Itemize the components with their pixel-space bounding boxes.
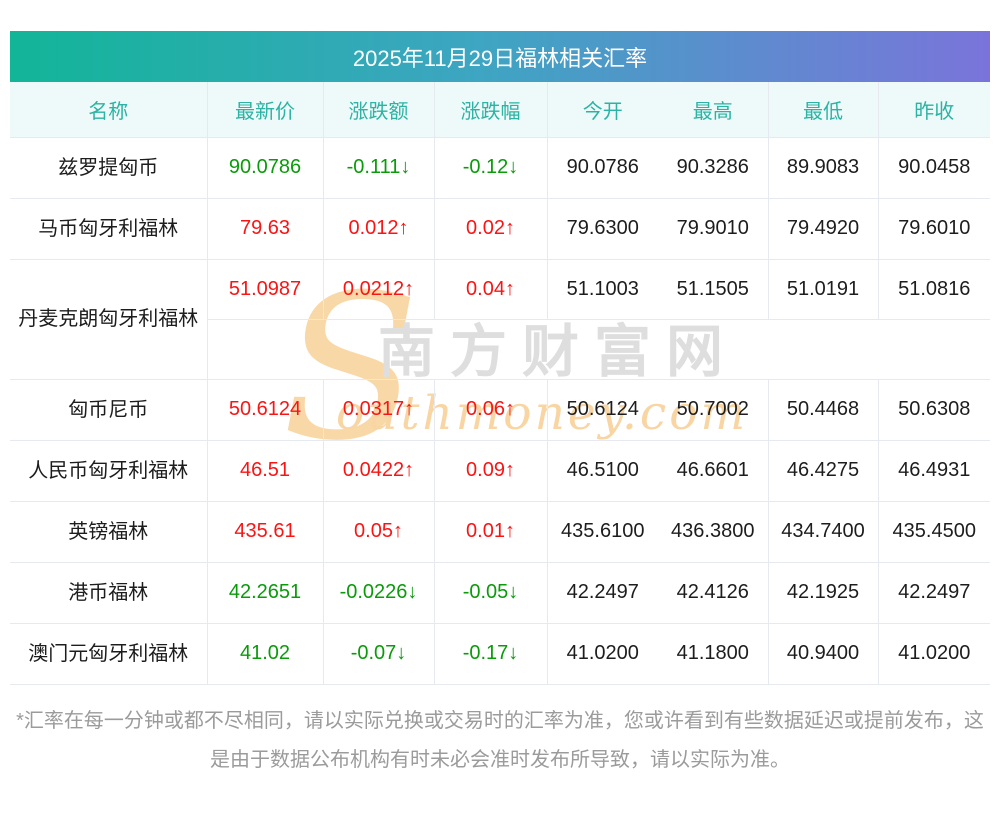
- high-cell: 51.1505: [658, 259, 769, 320]
- prev-cell: 90.0458: [878, 137, 990, 199]
- column-header-latest: 最新价: [207, 82, 324, 138]
- change-cell: 0.0212↑: [323, 259, 435, 320]
- column-header-change: 涨跌额: [323, 82, 435, 138]
- latest-cell: 46.51: [207, 440, 324, 502]
- table-header-row: 名称 最新价 涨跌额 涨跌幅 今开 最高 最低 昨收: [10, 82, 990, 138]
- name-cell: 兹罗提匈币: [10, 137, 208, 199]
- high-cell: 50.7002: [658, 379, 769, 441]
- table-row: 人民币匈牙利福林 46.51 0.0422↑ 0.09↑ 46.5100 46.6601 4…: [10, 440, 990, 502]
- table-row: 兹罗提匈币 90.0786 -0.111↓ -0.12↓ 90.0786 90.3286 8…: [10, 137, 990, 199]
- disclaimer-text: *汇率在每一分钟或都不尽相同，请以实际兑换或交易时的汇率为准，您或许看到有些数据…: [16, 709, 984, 771]
- name-cell: 丹麦克朗匈牙利福林: [10, 259, 208, 380]
- column-header-high: 最高: [658, 82, 769, 138]
- column-header-name: 名称: [10, 82, 208, 138]
- table-row: 匈币尼币 50.6124 0.0317↑ 0.06↑ 50.6124 50.7002 50.…: [10, 379, 990, 441]
- prev-cell: 42.2497: [878, 562, 990, 624]
- name-cell: 澳门元匈牙利福林: [10, 623, 208, 685]
- prev-cell: 435.4500: [878, 501, 990, 563]
- rates-table: 名称 最新价 涨跌额 涨跌幅 今开 最高 最低 昨收 兹罗提匈币 90.0786 -0.111↓ -…: [10, 82, 990, 685]
- change-cell: -0.0226↓: [323, 562, 435, 624]
- change-cell: 0.012↑: [323, 198, 435, 260]
- table-row: 马币匈牙利福林 79.63 0.012↑ 0.02↑ 79.6300 79.9010 79.…: [10, 198, 990, 260]
- pct-cell: -0.17↓: [434, 623, 548, 685]
- latest-cell: 435.61: [207, 501, 324, 563]
- low-cell: 42.1925: [768, 562, 879, 624]
- spacer-row: [10, 319, 990, 380]
- name-cell: 人民币匈牙利福林: [10, 440, 208, 502]
- latest-cell: 51.0987: [207, 259, 324, 320]
- table-row: 丹麦克朗匈牙利福林 51.0987 0.0212↑ 0.04↑ 51.1003 51.15…: [10, 259, 990, 380]
- pct-cell: 0.01↑: [434, 501, 548, 563]
- open-cell: 90.0786: [547, 137, 658, 199]
- low-cell: 50.4468: [768, 379, 879, 441]
- low-cell: 79.4920: [768, 198, 879, 260]
- table-row: 英镑福林 435.61 0.05↑ 0.01↑ 435.6100 436.3800 434.…: [10, 501, 990, 563]
- prev-cell: 50.6308: [878, 379, 990, 441]
- exchange-rate-table: 2025年11月29日福林相关汇率 S 南方财富网 outhmoney.com …: [10, 31, 990, 685]
- open-cell: 435.6100: [547, 501, 658, 563]
- table-row: 港币福林 42.2651 -0.0226↓ -0.05↓ 42.2497 42.4126 4…: [10, 562, 990, 624]
- page: 2025年11月29日福林相关汇率 S 南方财富网 outhmoney.com …: [0, 31, 1000, 780]
- high-cell: 79.9010: [658, 198, 769, 260]
- open-cell: 51.1003: [547, 259, 658, 320]
- low-cell: 434.7400: [768, 501, 879, 563]
- name-cell: 英镑福林: [10, 501, 208, 563]
- low-cell: 51.0191: [768, 259, 879, 320]
- page-title: 2025年11月29日福林相关汇率: [352, 45, 648, 71]
- prev-cell: 79.6010: [878, 198, 990, 260]
- column-header-low: 最低: [768, 82, 879, 138]
- prev-cell: 51.0816: [878, 259, 990, 320]
- open-cell: 42.2497: [547, 562, 658, 624]
- change-cell: -0.111↓: [323, 137, 435, 199]
- low-cell: 40.9400: [768, 623, 879, 685]
- name-cell: 港币福林: [10, 562, 208, 624]
- latest-cell: 90.0786: [207, 137, 324, 199]
- name-cell: 马币匈牙利福林: [10, 198, 208, 260]
- pct-cell: -0.12↓: [434, 137, 548, 199]
- latest-cell: 41.02: [207, 623, 324, 685]
- open-cell: 50.6124: [547, 379, 658, 441]
- pct-cell: 0.06↑: [434, 379, 548, 441]
- change-cell: 0.0317↑: [323, 379, 435, 441]
- latest-cell: 42.2651: [207, 562, 324, 624]
- spacer-cell: [207, 319, 990, 380]
- latest-cell: 79.63: [207, 198, 324, 260]
- high-cell: 436.3800: [658, 501, 769, 563]
- prev-cell: 46.4931: [878, 440, 990, 502]
- open-cell: 79.6300: [547, 198, 658, 260]
- column-header-open: 今开: [547, 82, 658, 138]
- open-cell: 41.0200: [547, 623, 658, 685]
- pct-cell: 0.04↑: [434, 259, 548, 320]
- low-cell: 46.4275: [768, 440, 879, 502]
- high-cell: 46.6601: [658, 440, 769, 502]
- pct-cell: 0.02↑: [434, 198, 548, 260]
- pct-cell: 0.09↑: [434, 440, 548, 502]
- high-cell: 90.3286: [658, 137, 769, 199]
- pct-cell: -0.05↓: [434, 562, 548, 624]
- high-cell: 41.1800: [658, 623, 769, 685]
- change-cell: 0.05↑: [323, 501, 435, 563]
- column-header-prev: 昨收: [878, 82, 990, 138]
- latest-cell: 50.6124: [207, 379, 324, 441]
- change-cell: 0.0422↑: [323, 440, 435, 502]
- change-cell: -0.07↓: [323, 623, 435, 685]
- open-cell: 46.5100: [547, 440, 658, 502]
- name-cell: 匈币尼币: [10, 379, 208, 441]
- table-title-bar: 2025年11月29日福林相关汇率: [10, 31, 990, 82]
- column-header-pct: 涨跌幅: [434, 82, 548, 138]
- low-cell: 89.9083: [768, 137, 879, 199]
- high-cell: 42.4126: [658, 562, 769, 624]
- table-row: 澳门元匈牙利福林 41.02 -0.07↓ -0.17↓ 41.0200 41.1800 4…: [10, 623, 990, 685]
- prev-cell: 41.0200: [878, 623, 990, 685]
